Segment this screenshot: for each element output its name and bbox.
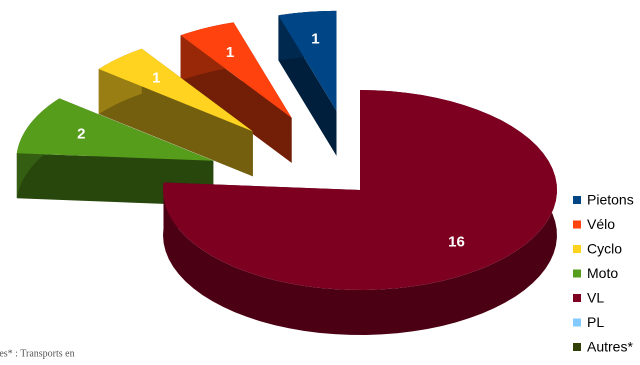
slice xyxy=(16,98,214,206)
legend-swatch xyxy=(573,220,581,229)
slice-top xyxy=(278,10,337,111)
legend-label: PL xyxy=(587,314,604,330)
legend-label: Autres* xyxy=(587,339,633,355)
slice xyxy=(180,22,292,163)
legend-label: Vélo xyxy=(587,216,615,232)
legend-label: Pietons xyxy=(587,192,634,208)
slice-top xyxy=(98,48,253,132)
legend-swatch xyxy=(573,269,581,278)
legend-swatch xyxy=(573,318,581,327)
data-label: 16 xyxy=(448,234,465,251)
slice xyxy=(98,48,253,177)
slice-top xyxy=(163,90,557,290)
slice xyxy=(163,90,557,335)
legend-label: Cyclo xyxy=(587,241,622,257)
data-label: 1 xyxy=(311,31,319,48)
slice-top xyxy=(16,98,214,161)
legend-label: VL xyxy=(587,290,604,306)
data-label: 2 xyxy=(77,125,85,142)
data-label: 1 xyxy=(152,70,160,87)
legend-swatch xyxy=(573,245,581,253)
slice-wall xyxy=(98,69,253,177)
legend-swatch xyxy=(573,343,581,351)
legend-label: Moto xyxy=(587,265,618,281)
legend-swatch xyxy=(573,294,581,302)
data-label: 1 xyxy=(226,44,234,61)
legend-swatch xyxy=(573,196,581,204)
slice-top xyxy=(180,22,292,118)
note: res* : Transports en xyxy=(0,348,75,359)
slice xyxy=(278,10,337,156)
